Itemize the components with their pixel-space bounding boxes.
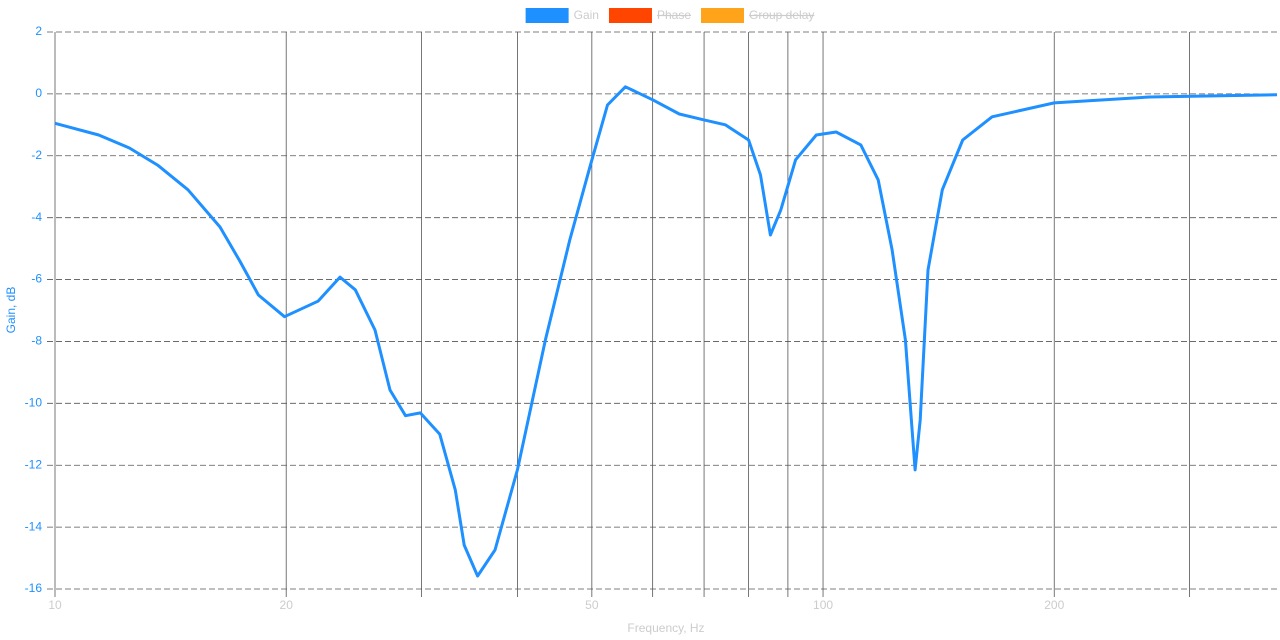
legend-label[interactable]: Phase [657,8,691,22]
x-tick-label: 200 [1044,598,1064,612]
line-series [54,85,1278,578]
x-axis-title: Frequency, Hz [627,621,704,635]
legend-swatch[interactable] [525,8,569,23]
x-tick-label: 10 [48,598,62,612]
legend-label[interactable]: Group delay [749,8,814,22]
legend-swatch[interactable] [701,8,745,23]
legend-swatch[interactable] [608,8,652,23]
y-tick-label: 2 [35,24,42,38]
y-tick-label: -4 [31,210,42,224]
y-tick-label: -16 [25,581,43,595]
x-tick-label: 50 [585,598,599,612]
legend-label[interactable]: Gain [574,8,599,22]
y-tick-label: -6 [31,272,42,286]
y-tick-label: -2 [31,148,42,162]
y-tick-label: -14 [25,519,43,533]
y-tick-label: 0 [35,86,42,100]
y-tick-label: -12 [25,457,43,471]
x-tick-label: 100 [813,598,833,612]
x-tick-label: 20 [280,598,294,612]
y-tick-label: -8 [31,334,42,348]
y-axis-title: Gain, dB [4,287,18,334]
y-tick-label: -10 [25,396,43,410]
